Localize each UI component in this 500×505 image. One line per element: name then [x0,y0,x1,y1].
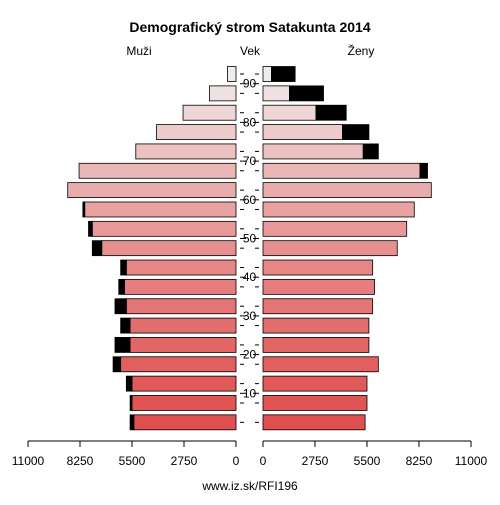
male-bar-65-69 [78,162,237,179]
female-bar-25-29 [262,317,370,334]
male-bar-70-74 [135,143,237,160]
male-bar-50-54 [91,220,237,237]
male-bar-35-39 [124,278,237,295]
female-bar-60-64 [262,182,432,199]
female-bar-40-44 [262,259,374,276]
bars-group [67,66,432,431]
female-x-tick-label-8250: 8250 [406,454,433,468]
female-bar-65-69 [262,162,421,179]
male-bar-80-84 [182,104,237,121]
male-bar-85-89 [209,85,237,102]
male-bar-45-49 [101,240,237,257]
male-surplus-55-59 [82,201,86,218]
male-bar-15-19 [120,356,237,373]
male-surplus-50-54 [88,220,93,237]
chart-title: Demografický strom Satakunta 2014 [129,19,370,35]
male-bar-30-34 [125,298,237,315]
male-bar-5-9 [131,395,237,411]
female-bar-45-49 [262,240,398,257]
male-surplus-45-49 [91,240,103,257]
age-tick-label-90: 90 [243,77,257,91]
age-tick-label-70: 70 [243,154,257,168]
female-bar-50-54 [262,220,408,237]
male-surplus-15-19 [112,356,122,373]
male-bar-55-59 [84,201,237,218]
male-surplus-30-34 [114,298,127,315]
male-surplus-5-9 [129,395,133,411]
male-bar-40-44 [125,259,237,276]
male-x-tick-label-2750: 2750 [171,454,198,468]
male-x-tick-label-11000: 11000 [12,454,45,468]
female-bar-5-9 [262,395,368,411]
male-bar-25-29 [129,317,237,334]
male-bar-75-79 [156,124,237,140]
male-surplus-40-44 [120,259,127,276]
male-surplus-0-4 [129,414,135,431]
male-surplus-25-29 [120,317,131,334]
age-tick-label-30: 30 [243,309,257,323]
source-footer: www.iz.sk/RFI196 [201,479,298,493]
age-tick-label-80: 80 [243,115,257,129]
age-label: Vek [240,44,261,58]
female-bar-55-59 [262,201,415,218]
axes-group: 0 0 2750 2750 5500 5500 8250 8250 11000 11000 10 20… [12,73,488,468]
male-bar-20-24 [129,337,237,353]
female-surplus-80-84 [315,104,347,121]
female-bar-0-4 [262,414,366,431]
male-bar-60-64 [67,182,237,199]
female-surplus-65-69 [419,162,428,179]
male-x-tick-label-0: 0 [233,454,240,468]
female-bar-10-14 [262,375,368,392]
male-surplus-20-24 [114,337,131,353]
female-bar-15-19 [262,356,379,373]
male-bar-90+ [227,66,237,82]
female-surplus-85-89 [289,85,324,102]
female-bar-30-34 [262,298,374,315]
female-x-tick-label-2750: 2750 [302,454,329,468]
age-tick-label-10: 10 [243,386,257,400]
female-bar-35-39 [262,278,375,295]
female-bar-20-24 [262,337,370,353]
female-bar-80-84 [262,104,317,121]
age-tick-label-20: 20 [243,348,257,362]
male-bar-0-4 [133,414,237,431]
female-x-tick-label-0: 0 [260,454,267,468]
male-bar-10-14 [131,375,237,392]
male-surplus-35-39 [118,278,125,295]
female-label: Ženy [348,43,375,58]
female-x-tick-label-11000: 11000 [455,454,488,468]
age-tick-label-50: 50 [243,232,257,246]
male-surplus-10-14 [125,375,133,392]
age-tick-label-60: 60 [243,193,257,207]
female-surplus-75-79 [342,124,370,140]
female-surplus-90+ [271,66,296,82]
male-label: Muži [126,44,151,58]
male-x-tick-label-5500: 5500 [119,454,146,468]
female-bar-90+ [262,66,272,82]
female-surplus-70-74 [362,143,379,160]
age-tick-label-40: 40 [243,270,257,284]
male-x-tick-label-8250: 8250 [67,454,94,468]
female-bar-75-79 [262,124,343,140]
female-bar-85-89 [262,85,290,102]
female-x-tick-label-5500: 5500 [354,454,381,468]
female-bar-70-74 [262,143,364,160]
